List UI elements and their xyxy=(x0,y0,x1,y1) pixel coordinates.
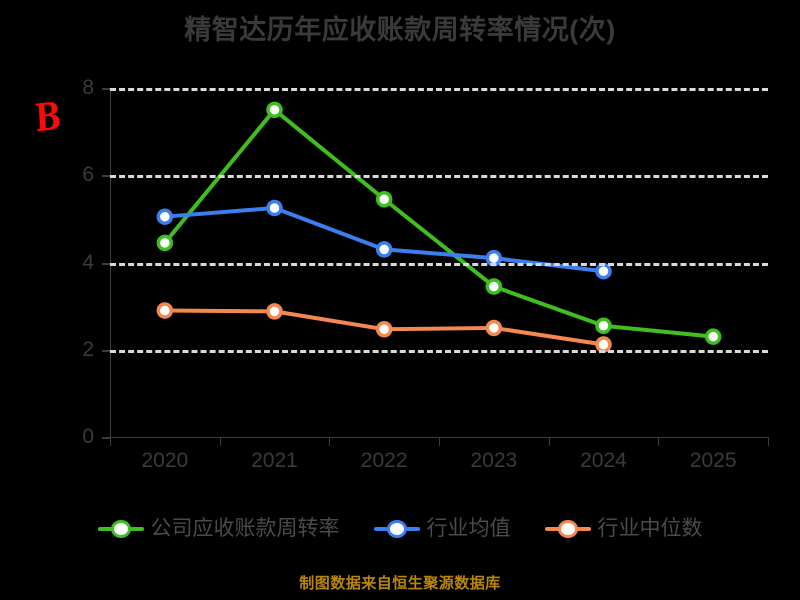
x-axis-tick xyxy=(110,437,111,446)
legend-label: 行业均值 xyxy=(426,517,511,540)
legend-dot xyxy=(110,520,131,538)
data-point-marker[interactable] xyxy=(156,234,174,252)
legend-marker-icon xyxy=(97,518,144,540)
legend-item[interactable]: 行业均值 xyxy=(373,517,511,540)
data-point-marker[interactable] xyxy=(156,302,174,319)
legend-dot xyxy=(557,520,578,538)
y-axis-tick-label: 6 xyxy=(82,163,94,187)
data-point-marker[interactable] xyxy=(266,101,283,119)
y-axis-tick xyxy=(102,262,110,265)
x-axis-tick xyxy=(329,437,331,446)
data-point-marker[interactable] xyxy=(375,241,393,258)
legend-marker-icon xyxy=(544,518,591,540)
data-point-marker[interactable] xyxy=(704,328,722,345)
x-axis-tick xyxy=(219,437,221,446)
y-axis-tick xyxy=(102,88,110,90)
data-point-marker[interactable] xyxy=(485,278,503,295)
chart-legend: 公司应收账款周转率 行业均值 行业中位数 xyxy=(0,518,800,540)
x-axis-tick xyxy=(439,437,440,446)
series-line xyxy=(162,107,716,339)
y-axis-tick-label: 0 xyxy=(82,425,94,448)
y-axis-tick-label: 2 xyxy=(82,337,94,361)
grid-line xyxy=(110,349,768,353)
y-axis-tick-label: 8 xyxy=(82,76,94,99)
data-point-marker[interactable] xyxy=(595,262,612,280)
legend-label: 行业中位数 xyxy=(597,517,703,540)
legend-dot xyxy=(386,520,407,538)
x-axis-tick-label: 2024 xyxy=(580,449,627,472)
grid-line xyxy=(110,175,768,179)
data-point-marker[interactable] xyxy=(595,317,612,335)
x-axis-tick-label: 2022 xyxy=(360,449,408,472)
y-axis-tick xyxy=(102,175,110,178)
legend-item[interactable]: 公司应收账款周转率 xyxy=(97,517,340,540)
x-axis-tick xyxy=(658,437,660,446)
legend-marker-icon xyxy=(373,518,420,540)
grid-line xyxy=(110,88,768,91)
chart-title: 精智达历年应收账款周转率情况(次) xyxy=(184,15,616,45)
data-point-marker[interactable] xyxy=(156,208,174,225)
data-point-marker[interactable] xyxy=(485,319,503,337)
data-point-marker[interactable] xyxy=(266,199,283,217)
chart-footer-note: 制图数据来自恒生聚源数据库 xyxy=(299,575,501,592)
grid-line xyxy=(110,262,768,266)
y-axis-tick xyxy=(102,349,110,352)
y-axis-tick xyxy=(102,437,110,439)
data-point-marker[interactable] xyxy=(375,320,393,338)
y-axis-tick-label: 4 xyxy=(82,250,94,274)
data-point-marker[interactable] xyxy=(375,190,393,208)
x-axis-tick xyxy=(548,437,550,446)
x-axis-tick xyxy=(768,437,769,446)
x-axis-tick-label: 2020 xyxy=(141,449,189,472)
data-point-marker[interactable] xyxy=(266,303,283,320)
legend-item[interactable]: 行业中位数 xyxy=(544,517,703,540)
x-axis-tick-label: 2025 xyxy=(689,449,737,472)
legend-label: 公司应收账款周转率 xyxy=(150,517,340,540)
x-axis-tick-label: 2021 xyxy=(251,449,298,472)
x-axis-tick-label: 2023 xyxy=(470,449,518,472)
